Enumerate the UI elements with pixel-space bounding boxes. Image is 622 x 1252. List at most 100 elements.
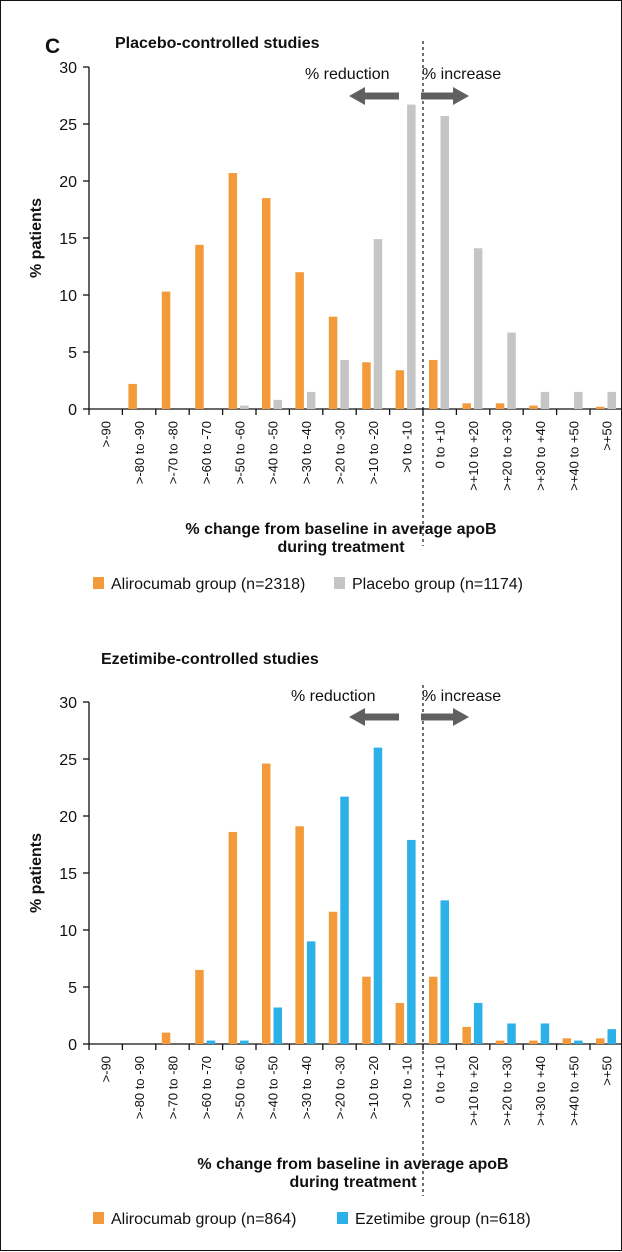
bar-alirocumab bbox=[529, 405, 538, 409]
y-tick-label: 30 bbox=[59, 695, 77, 712]
arrow-right-shaft bbox=[421, 713, 455, 721]
y-tick-label: 0 bbox=[68, 402, 77, 419]
bar-placebo bbox=[306, 391, 316, 409]
x-tick-label: >+30 to +40 bbox=[533, 1056, 548, 1126]
x-tick-label: >+20 to +30 bbox=[500, 421, 515, 491]
x-tick-label: >+20 to +30 bbox=[500, 1056, 515, 1126]
bar-placebo bbox=[473, 248, 483, 409]
bar-ezetimibe bbox=[340, 796, 349, 1044]
bar-placebo bbox=[507, 332, 516, 409]
x-tick-label: >+50 bbox=[600, 1056, 615, 1086]
legend-label: Alirocumab group (n=2318) bbox=[111, 576, 305, 593]
y-axis-label: % patients bbox=[28, 198, 45, 278]
x-tick-label: >0 to -10 bbox=[399, 1056, 414, 1108]
bar-alirocumab bbox=[596, 406, 605, 409]
x-tick-label: 0 to +10 bbox=[433, 1056, 448, 1103]
y-tick-label: 5 bbox=[68, 345, 77, 362]
bar-placebo bbox=[407, 104, 416, 410]
y-tick-label: 5 bbox=[68, 980, 77, 997]
bar-alirocumab bbox=[161, 1032, 171, 1044]
bar-alirocumab bbox=[495, 1040, 505, 1044]
arrow-right-head bbox=[453, 87, 469, 105]
bar-ezetimibe bbox=[440, 900, 449, 1044]
bar-alirocumab bbox=[262, 763, 271, 1044]
bar-alirocumab bbox=[328, 911, 338, 1044]
x-tick-label: >+10 to +20 bbox=[466, 1056, 481, 1126]
bar-alirocumab bbox=[295, 272, 304, 409]
legend-swatch-alirocumab bbox=[93, 1212, 104, 1224]
y-tick-label: 20 bbox=[59, 174, 77, 191]
bar-alirocumab bbox=[395, 370, 405, 409]
x-axis-label: during treatment bbox=[277, 539, 405, 556]
y-tick-label: 15 bbox=[59, 231, 77, 248]
arrow-right-head bbox=[453, 708, 469, 726]
y-tick-label: 25 bbox=[59, 117, 77, 134]
y-tick-label: 20 bbox=[59, 809, 77, 826]
x-tick-label: >-10 to -20 bbox=[366, 421, 381, 484]
bar-alirocumab bbox=[462, 403, 471, 409]
x-axis-label: during treatment bbox=[289, 1174, 417, 1191]
annotation-reduction: % reduction bbox=[305, 66, 390, 83]
x-tick-label: >-80 to -90 bbox=[132, 421, 147, 484]
x-tick-label: >-10 to -20 bbox=[366, 1056, 381, 1119]
bar-alirocumab bbox=[328, 316, 338, 409]
bar-ezetimibe bbox=[473, 1002, 483, 1044]
bar-alirocumab bbox=[395, 1002, 405, 1044]
x-tick-label: >-60 to -70 bbox=[199, 421, 214, 484]
bar-ezetimibe bbox=[306, 941, 316, 1044]
annotation-increase: % increase bbox=[422, 688, 501, 705]
bar-ezetimibe bbox=[407, 839, 416, 1044]
y-tick-label: 15 bbox=[59, 866, 77, 883]
bar-alirocumab bbox=[128, 383, 137, 409]
bar-alirocumab bbox=[562, 1038, 572, 1044]
x-tick-label: >-90 bbox=[99, 1056, 114, 1082]
y-tick-label: 0 bbox=[68, 1037, 77, 1054]
bar-ezetimibe bbox=[540, 1023, 550, 1044]
bar-ezetimibe bbox=[507, 1023, 516, 1044]
bar-alirocumab bbox=[262, 198, 271, 409]
bar-alirocumab bbox=[429, 976, 438, 1044]
panel-letter: C bbox=[45, 35, 60, 58]
bar-alirocumab bbox=[362, 362, 371, 409]
legend-label: Ezetimibe group (n=618) bbox=[355, 1211, 531, 1228]
bar-alirocumab bbox=[495, 403, 505, 409]
chart-title: Placebo-controlled studies bbox=[115, 35, 320, 52]
bar-placebo bbox=[540, 391, 550, 409]
bar-placebo bbox=[340, 359, 349, 409]
bar-ezetimibe bbox=[240, 1040, 249, 1044]
legend-swatch-alirocumab bbox=[93, 577, 104, 589]
x-tick-label: >-30 to -40 bbox=[299, 1056, 314, 1119]
bar-alirocumab bbox=[228, 831, 238, 1044]
x-tick-label: >-40 to -50 bbox=[266, 1056, 281, 1119]
bar-alirocumab bbox=[362, 976, 371, 1044]
y-axis-label: % patients bbox=[28, 833, 45, 913]
x-tick-label: >+30 to +40 bbox=[533, 421, 548, 491]
x-tick-label: >-60 to -70 bbox=[199, 1056, 214, 1119]
x-tick-label: >-30 to -40 bbox=[299, 421, 314, 484]
bar-ezetimibe bbox=[373, 747, 383, 1044]
y-tick-label: 25 bbox=[59, 752, 77, 769]
bar-placebo bbox=[273, 399, 282, 409]
x-tick-label: >-20 to -30 bbox=[333, 1056, 348, 1119]
arrow-left-shaft bbox=[363, 92, 399, 100]
bar-ezetimibe bbox=[607, 1029, 616, 1044]
y-tick-label: 10 bbox=[59, 288, 77, 305]
bar-ezetimibe bbox=[273, 1007, 282, 1044]
bar-alirocumab bbox=[161, 291, 171, 409]
x-tick-label: >-50 to -60 bbox=[232, 421, 247, 484]
annotation-increase: % increase bbox=[422, 66, 501, 83]
arrow-left-shaft bbox=[363, 713, 399, 721]
bar-alirocumab bbox=[228, 173, 238, 409]
x-axis-label: % change from baseline in average apoB bbox=[197, 1156, 508, 1173]
bar-placebo bbox=[607, 391, 616, 409]
bar-placebo bbox=[574, 391, 583, 409]
x-tick-label: >+40 to +50 bbox=[566, 1056, 581, 1126]
bar-ezetimibe bbox=[574, 1040, 583, 1044]
bar-placebo bbox=[240, 405, 249, 409]
legend-label: Placebo group (n=1174) bbox=[352, 576, 523, 593]
x-tick-label: >-70 to -80 bbox=[166, 421, 181, 484]
x-tick-label: >-80 to -90 bbox=[132, 1056, 147, 1119]
x-tick-label: >-20 to -30 bbox=[333, 421, 348, 484]
bar-alirocumab bbox=[429, 359, 438, 409]
